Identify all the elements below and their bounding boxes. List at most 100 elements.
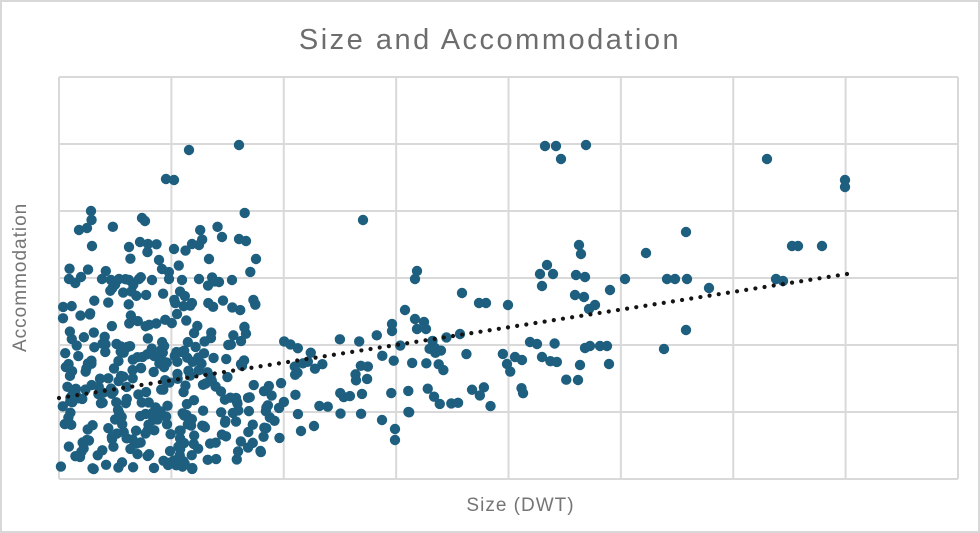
scatter-point bbox=[97, 445, 108, 456]
scatter-point bbox=[196, 358, 207, 369]
scatter-point bbox=[174, 286, 186, 297]
scatter-point bbox=[82, 424, 93, 435]
scatter-point bbox=[456, 287, 468, 299]
scatter-point bbox=[227, 407, 239, 419]
scatter-point bbox=[230, 416, 242, 427]
scatter-point bbox=[371, 330, 382, 341]
scatter-point bbox=[148, 462, 160, 474]
scatter-point bbox=[245, 266, 256, 278]
scatter-point bbox=[839, 181, 851, 193]
scatter-point bbox=[579, 271, 591, 283]
scatter-point bbox=[80, 384, 91, 395]
scatter-point bbox=[118, 427, 129, 438]
scatter-point bbox=[541, 259, 553, 271]
trendline-dot bbox=[762, 284, 767, 290]
scatter-point bbox=[133, 273, 145, 285]
scatter-point bbox=[266, 390, 277, 401]
scatter-point bbox=[107, 221, 119, 233]
scatter-point bbox=[260, 406, 272, 417]
scatter-point bbox=[308, 420, 320, 432]
scatter-point bbox=[192, 320, 203, 332]
scatter-point bbox=[198, 348, 210, 359]
trendline-dot bbox=[395, 342, 401, 347]
scatter-point bbox=[239, 207, 250, 219]
trendline-dot bbox=[597, 310, 602, 316]
trendline-dot bbox=[670, 299, 676, 304]
trendline-dot bbox=[304, 356, 309, 362]
trendline-dot bbox=[322, 354, 327, 359]
trendline-dot bbox=[652, 302, 657, 307]
trendline-dot bbox=[230, 368, 236, 373]
scatter-point bbox=[125, 253, 136, 264]
scatter-point bbox=[429, 342, 441, 354]
scatter-point bbox=[127, 373, 138, 384]
scatter-point bbox=[177, 461, 188, 472]
trendline-dot bbox=[111, 387, 117, 392]
scatter-point bbox=[67, 396, 78, 408]
trendline-dot bbox=[414, 339, 419, 344]
scatter-point bbox=[116, 371, 128, 383]
scatter-point bbox=[162, 400, 173, 411]
trendline-dot bbox=[121, 385, 126, 391]
trendline-dot bbox=[560, 316, 566, 321]
trendline-dot bbox=[826, 274, 831, 279]
scatter-point bbox=[338, 391, 349, 403]
trendline-dot bbox=[295, 358, 300, 363]
scatter-point bbox=[221, 353, 232, 365]
scatter-point bbox=[135, 437, 146, 448]
scatter-point bbox=[574, 359, 586, 371]
scatter-point bbox=[399, 304, 411, 316]
scatter-point bbox=[536, 351, 548, 363]
scatter-point bbox=[127, 462, 139, 473]
scatter-point bbox=[516, 354, 528, 366]
trendline-dot bbox=[130, 384, 135, 389]
scatter-point bbox=[242, 392, 254, 404]
scatter-point bbox=[250, 299, 261, 310]
trendline-dot bbox=[579, 313, 584, 318]
scatter-point bbox=[142, 246, 153, 258]
scatter-point bbox=[584, 340, 596, 352]
scatter-point bbox=[255, 445, 266, 457]
scatter-point bbox=[165, 428, 176, 440]
trendline-dot bbox=[66, 394, 71, 399]
scatter-point bbox=[235, 304, 246, 316]
scatter-point bbox=[134, 236, 146, 248]
scatter-point bbox=[258, 431, 269, 442]
scatter-point bbox=[55, 461, 67, 472]
scatter-point bbox=[174, 433, 186, 444]
trendline-dot bbox=[634, 305, 639, 310]
scatter-point bbox=[57, 301, 69, 313]
scatter-point bbox=[136, 212, 148, 224]
scatter-point bbox=[792, 240, 804, 252]
trendline-dot bbox=[56, 395, 62, 401]
trendline-dot bbox=[331, 352, 336, 357]
trendline-dot bbox=[405, 341, 410, 346]
scatter-point bbox=[290, 389, 301, 401]
scatter-point bbox=[156, 263, 168, 275]
scatter-point bbox=[193, 239, 205, 251]
scatter-point bbox=[164, 445, 176, 457]
scatter-point bbox=[142, 450, 153, 462]
scatter-point bbox=[108, 441, 119, 452]
trendline-dot bbox=[707, 293, 712, 298]
scatter-point bbox=[420, 323, 432, 335]
scatter-point bbox=[103, 297, 114, 308]
scatter-point bbox=[357, 214, 369, 226]
trendline-dot bbox=[716, 292, 721, 297]
scatter-point bbox=[356, 388, 368, 400]
trendline-dot bbox=[221, 369, 227, 375]
scatter-point bbox=[640, 247, 652, 259]
scatter-point bbox=[127, 434, 138, 445]
scatter-point bbox=[183, 365, 194, 377]
scatter-point bbox=[550, 140, 562, 152]
trendline-dot bbox=[185, 375, 190, 380]
trendline-dot bbox=[643, 303, 648, 308]
scatter-point bbox=[70, 450, 81, 462]
scatter-point bbox=[335, 408, 346, 419]
scatter-point bbox=[551, 356, 563, 368]
scatter-point bbox=[355, 408, 367, 420]
scatter-point bbox=[106, 320, 118, 332]
scatter-point bbox=[409, 273, 421, 285]
scatter-point bbox=[501, 358, 513, 370]
